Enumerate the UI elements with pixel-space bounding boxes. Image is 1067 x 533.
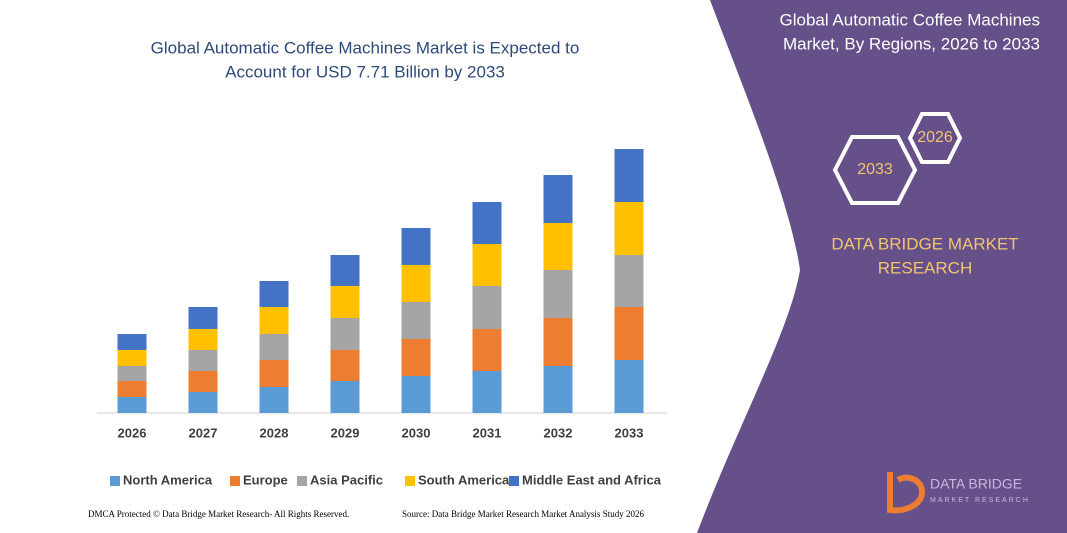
bar-segment [188,307,218,329]
footer-right: Source: Data Bridge Market Research Mark… [402,509,644,519]
hexagon [832,135,918,205]
legend-label: Asia Pacific [310,472,383,487]
legend-label: Europe [243,472,288,487]
logo-icon [887,472,926,514]
x-tick-label: 2027 [189,425,218,440]
bar-segment [614,255,644,307]
bar-segment [117,350,147,366]
legend-swatch [110,476,120,486]
side-panel [697,0,1067,533]
bar-segment [401,228,431,265]
legend-swatch [297,476,307,486]
bar-segment [117,366,147,381]
bar-segment [543,318,573,366]
bar-segment [472,286,502,329]
bar-segment [259,334,289,360]
bar-segment [472,244,502,286]
bar-segment [117,397,147,413]
bar-segment [543,223,573,270]
bar-segment [117,334,147,350]
hexagon-label: 2026 [917,129,953,146]
bar-segment [614,360,644,413]
panel-title: Market, By Regions, 2026 to 2033 [783,34,1040,53]
legend-swatch [230,476,240,486]
brand: DATA BRIDGE MARKET [831,234,1018,253]
bar-segment [614,202,644,255]
x-tick-label: 2026 [118,425,147,440]
x-tick-label: 2029 [331,425,360,440]
bar-segment [330,286,360,318]
bar-segment [330,350,360,381]
hexagon [907,112,963,164]
bar-segment [259,360,289,387]
legend-swatch [405,476,415,486]
logo-tagline: MARKET RESEARCH [930,497,1030,504]
x-tick-label: 2032 [544,425,573,440]
bar-segment [472,329,502,371]
bar-segment [543,175,573,223]
bar-segment [401,302,431,339]
chart-title: Global Automatic Coffee Machines Market … [151,38,580,57]
bar-segment [188,350,218,371]
logo-name: DATA BRIDGE [930,476,1022,492]
x-tick-label: 2031 [473,425,502,440]
bar-segment [472,202,502,244]
bar-segment [188,371,218,392]
bar-segment [188,329,218,350]
x-tick-label: 2028 [260,425,289,440]
brand: RESEARCH [878,258,972,277]
panel-title: Global Automatic Coffee Machines [780,10,1041,29]
footer-left: DMCA Protected © Data Bridge Market Rese… [88,509,349,519]
legend-swatch [509,476,519,486]
bar-segment [543,270,573,318]
bar-segment [188,392,218,413]
hexagon-label: 2033 [857,161,893,178]
bar-segment [330,255,360,286]
x-tick-label: 2033 [615,425,644,440]
legend-label: North America [123,472,213,487]
bar-segment [401,265,431,302]
x-tick-label: 2030 [402,425,431,440]
bar-segment [259,387,289,413]
legend-label: Middle East and Africa [522,472,662,487]
bar-segment [259,281,289,307]
legend-label: South America [418,472,510,487]
chart-title: Account for USD 7.71 Billion by 2033 [225,62,505,81]
bar-segment [330,381,360,413]
bar-segment [330,318,360,350]
bar-segment [259,307,289,334]
bar-segment [401,339,431,376]
bar-segment [614,307,644,360]
bar-segment [472,371,502,413]
bar-segment [543,366,573,413]
bar-segment [401,376,431,413]
bar-segment [614,149,644,202]
bar-segment [117,381,147,397]
